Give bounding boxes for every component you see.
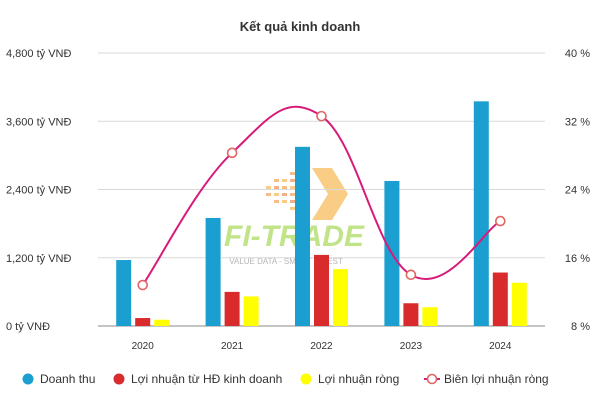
watermark-dot — [274, 193, 279, 196]
line-marker — [226, 147, 238, 159]
bar — [224, 291, 240, 326]
line-marker — [137, 279, 148, 291]
watermark-dot — [282, 186, 287, 189]
bar — [422, 307, 438, 326]
line-series — [137, 105, 506, 291]
x-tick-label: 2020 — [132, 341, 155, 352]
right-tick-label: 24 % — [565, 185, 590, 197]
left-tick-label: 0 tỷ VNĐ — [6, 321, 50, 333]
bar — [314, 254, 329, 326]
x-tick-label: 2021 — [221, 341, 244, 352]
x-tick-label: 2022 — [310, 341, 333, 352]
line-marker — [494, 215, 506, 227]
watermark-tagline: VALUE DATA - SMART INVEST — [229, 257, 343, 266]
legend-swatch-icon — [300, 373, 312, 385]
x-tick-label: 2023 — [400, 341, 423, 352]
watermark-dot — [282, 200, 287, 203]
legend-marker-icon — [426, 373, 438, 385]
watermark-dot — [290, 193, 295, 196]
bar — [473, 101, 489, 326]
watermark-dot — [290, 172, 295, 175]
left-tick-label: 4,800 tỷ VNĐ — [6, 48, 71, 60]
line-marker — [405, 269, 417, 281]
bar — [403, 303, 419, 326]
bar — [333, 269, 348, 326]
watermark-dot — [266, 186, 271, 189]
bar — [135, 318, 151, 326]
x-tick-label: 2024 — [489, 341, 512, 352]
watermark-dot — [290, 207, 295, 210]
chart-title: Kết quả kinh doanh — [240, 19, 361, 34]
x-axis: 2020 2021 2022 2023 2024 — [132, 341, 512, 352]
right-tick-label: 16 % — [565, 253, 590, 265]
watermark-dot — [274, 186, 279, 189]
bar — [243, 296, 259, 326]
legend-label: Biên lợi nhuận ròng — [444, 372, 549, 386]
watermark-dot — [274, 200, 279, 203]
legend-label: Lợi nhuận từ HĐ kinh doanh — [131, 372, 282, 386]
watermark-dot — [282, 179, 287, 182]
right-tick-label: 32 % — [565, 116, 590, 128]
watermark-dot — [266, 193, 271, 196]
legend-swatch-icon — [22, 373, 34, 385]
right-axis: 8 % 16 % 24 % 32 % 40 % — [565, 48, 590, 333]
watermark-dot — [290, 186, 295, 189]
watermark-dot — [274, 179, 279, 182]
right-tick-label: 40 % — [565, 48, 590, 60]
bar — [205, 217, 221, 326]
legend-swatch-icon — [113, 373, 125, 385]
left-tick-label: 3,600 tỷ VNĐ — [6, 116, 71, 128]
watermark-text: FI-TRADE — [224, 220, 365, 253]
legend-label: Lợi nhuận ròng — [318, 372, 399, 386]
watermark-arrow — [312, 168, 348, 220]
watermark-dot — [282, 193, 287, 196]
watermark-dot — [290, 179, 295, 182]
bar — [295, 146, 310, 326]
legend-label: Doanh thu — [40, 372, 95, 386]
legend: Doanh thu Lợi nhuận từ HĐ kinh doanh Lợi n… — [22, 372, 549, 386]
bar — [116, 260, 132, 326]
bar — [511, 282, 527, 326]
bar — [154, 319, 170, 326]
left-tick-label: 1,200 tỷ VNĐ — [6, 253, 71, 265]
left-axis: 0 tỷ VNĐ 1,200 tỷ VNĐ 2,400 tỷ VNĐ 3,600 tỷ… — [6, 48, 71, 333]
watermark-logo: FI-TRADE VALUE DATA - SMART INVEST — [224, 168, 365, 266]
bar — [492, 272, 508, 326]
line-marker — [316, 110, 327, 122]
left-tick-label: 2,400 tỷ VNĐ — [6, 185, 71, 197]
watermark-dot — [290, 200, 295, 203]
right-tick-label: 8 % — [571, 321, 590, 333]
